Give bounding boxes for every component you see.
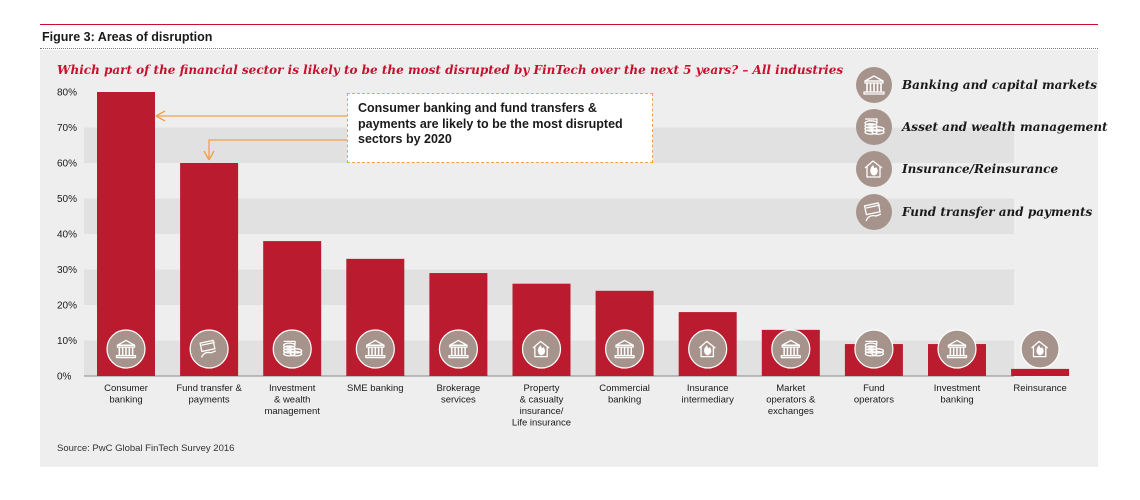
legend-label: Insurance/Reinsurance	[902, 162, 1059, 176]
y-tick-label: 20%	[57, 301, 77, 312]
callout-box: Consumer banking and fund transfers & pa…	[347, 93, 653, 163]
top-rule	[40, 24, 1098, 25]
x-tick-label: Consumer banking	[104, 383, 148, 406]
house-flame-icon	[856, 151, 892, 187]
bar	[97, 92, 155, 376]
x-tick-label: Property & casualty insurance/Life insuran…	[512, 383, 571, 429]
legend-item-asset: Asset and wealth management	[856, 108, 1108, 146]
house-flame-icon	[1020, 329, 1060, 369]
coins-icon	[272, 329, 312, 369]
figure-title: Figure 3: Areas of disruption	[42, 30, 213, 44]
bank-icon	[937, 329, 977, 369]
x-tick-label: Fund transfer & payments	[176, 383, 242, 406]
x-tick-label: Market operators & exchanges	[766, 383, 816, 417]
y-tick-label: 60%	[57, 159, 77, 170]
legend-item-banking: Banking and capital markets	[856, 66, 1097, 104]
y-tick-label: 30%	[57, 265, 77, 276]
bank-icon	[856, 67, 892, 103]
y-tick-label: 10%	[57, 336, 77, 347]
x-tick-label: Reinsurance	[1013, 383, 1066, 394]
bar	[1011, 368, 1070, 376]
coins-icon	[854, 329, 894, 369]
y-tick-label: 0%	[57, 372, 72, 383]
x-tick-label: Brokerage services	[436, 383, 480, 406]
source-note: Source: PwC Global FinTech Survey 2016	[57, 443, 235, 454]
house-flame-icon	[521, 329, 562, 369]
y-tick-label: 50%	[57, 194, 77, 205]
x-tick-label: SME banking	[347, 383, 404, 394]
x-tick-label: Insurance intermediary	[682, 383, 735, 406]
legend-item-insurance: Insurance/Reinsurance	[856, 150, 1058, 188]
chart-question: Which part of the financial sector is li…	[57, 63, 844, 77]
legend-label: Fund transfer and payments	[902, 205, 1093, 219]
card-hand-icon	[189, 329, 229, 369]
dotted-rule	[40, 48, 1098, 49]
y-tick-label: 80%	[57, 88, 77, 99]
legend-item-fund-transfer: Fund transfer and payments	[856, 193, 1092, 231]
bank-icon	[438, 329, 478, 369]
x-tick-label: Commercial banking	[599, 383, 650, 406]
y-tick-label: 40%	[57, 230, 77, 241]
legend-label: Asset and wealth management	[902, 120, 1108, 134]
bank-icon	[355, 329, 395, 369]
bank-icon	[106, 329, 146, 369]
x-tick-label: Investment banking	[934, 383, 981, 406]
x-tick-label: Investment & wealth management	[264, 383, 320, 417]
x-tick-label: Fund operators	[854, 383, 894, 406]
bank-icon	[771, 329, 811, 369]
callout-arrow	[203, 139, 347, 161]
legend-label: Banking and capital markets	[902, 78, 1098, 92]
callout-arrow	[155, 110, 347, 122]
bank-icon	[604, 329, 645, 369]
y-tick-label: 70%	[57, 123, 77, 134]
card-hand-icon	[856, 194, 892, 230]
coins-icon	[856, 109, 892, 145]
house-flame-icon	[688, 329, 728, 369]
